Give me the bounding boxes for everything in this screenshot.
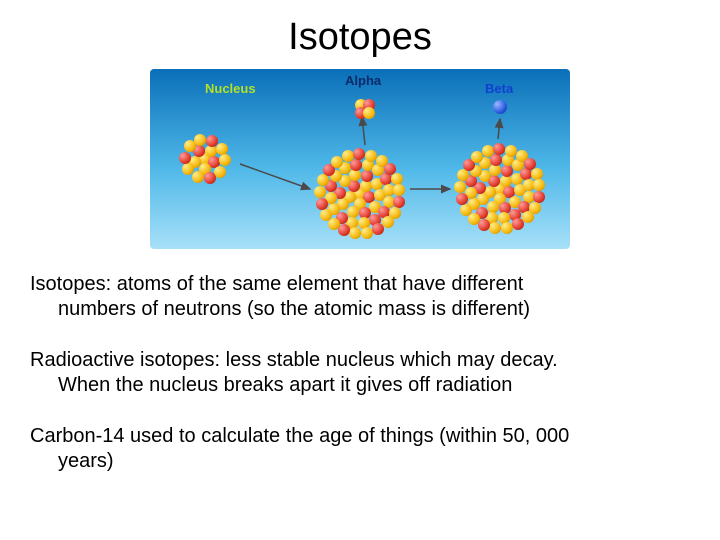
proton-ball [216,143,228,155]
proton-ball [349,169,361,181]
paragraph-carbon14: Carbon-14 used to calculate the age of t… [30,424,690,474]
proton-ball [460,204,472,216]
beta-particle [493,100,507,114]
paragraph-rest: numbers of neutrons (so the atomic mass … [30,297,690,322]
nucleus-cluster-0 [177,131,233,187]
proton-ball [533,179,545,191]
proton-ball [363,107,375,119]
neutron-ball [512,218,524,230]
nucleus-cluster-2 [454,143,546,235]
paragraph-rest: years) [30,449,690,474]
proton-ball [501,222,513,234]
neutron-ball [204,172,216,184]
alpha-particle [355,99,375,119]
nucleus-cluster-1 [318,152,402,236]
paragraph-rest: When the nucleus breaks apart it gives o… [30,373,690,398]
diagram-container: NucleusAlphaBeta [30,69,690,254]
paragraph-isotopes: Isotopes: atoms of the same element that… [30,272,690,322]
paragraph-radioactive: Radioactive isotopes: less stable nucleu… [30,348,690,398]
slide: Isotopes NucleusAlphaBeta Isotopes: atom… [0,0,720,540]
isotope-diagram: NucleusAlphaBeta [150,69,570,249]
proton-ball [471,151,483,163]
proton-ball [391,173,403,185]
paragraph-lead: Isotopes: atoms of the same element that… [30,273,523,295]
proton-ball [214,166,226,178]
proton-ball [489,222,501,234]
neutron-ball [179,152,191,164]
proton-ball [320,209,332,221]
paragraph-lead: Carbon-14 used to calculate the age of t… [30,425,569,447]
paragraph-lead: Radioactive isotopes: less stable nucleu… [30,349,558,371]
proton-ball [192,171,204,183]
proton-ball [531,168,543,180]
proton-ball [331,156,343,168]
proton-ball [342,150,354,162]
proton-ball [489,164,501,176]
proton-ball [482,145,494,157]
proton-ball [361,227,373,239]
proton-ball [194,134,206,146]
proton-ball [219,154,231,166]
slide-title: Isotopes [30,16,690,59]
neutron-ball [456,193,468,205]
neutron-ball [353,148,365,160]
neutron-ball [493,143,505,155]
neutron-ball [316,198,328,210]
